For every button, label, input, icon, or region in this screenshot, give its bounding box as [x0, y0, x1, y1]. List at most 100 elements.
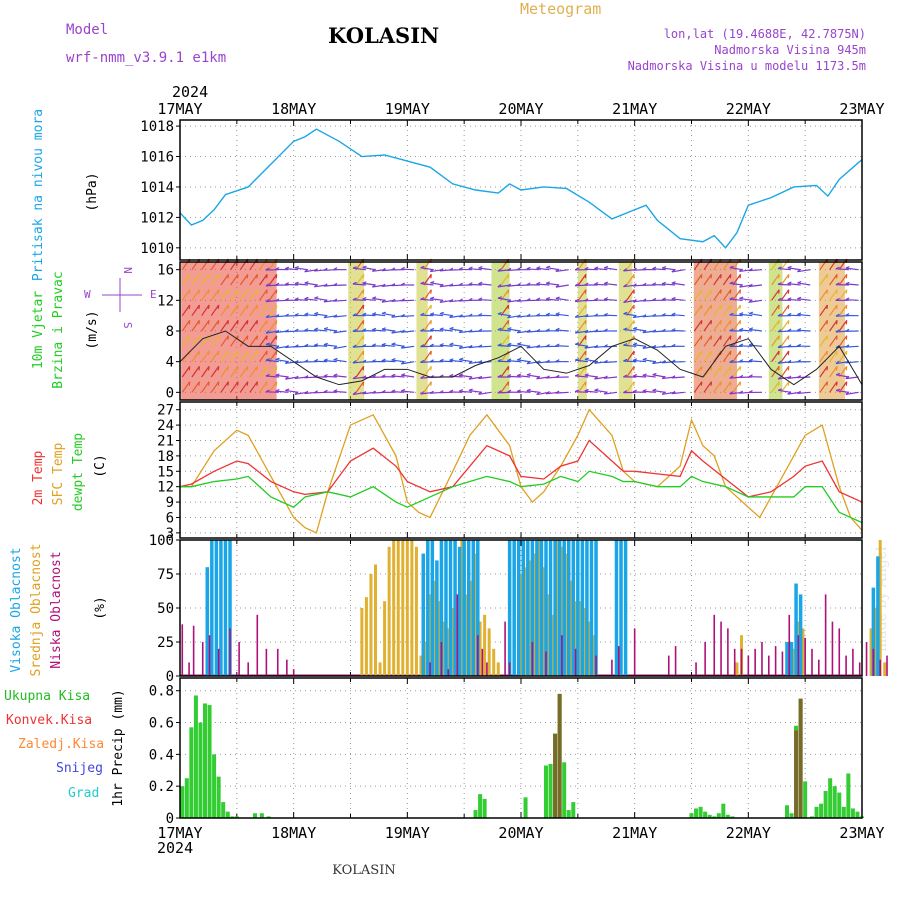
- low-cloud-bar: [477, 635, 479, 676]
- wind-arrow: [836, 269, 849, 270]
- mid-cloud-bar: [360, 608, 363, 676]
- low-cloud-bar: [818, 660, 820, 676]
- wind-ytick-label: 16: [157, 263, 174, 279]
- cloud-ylabel-low: Niska Oblacnost: [49, 551, 64, 668]
- low-cloud-bar: [193, 626, 195, 676]
- total-rain-bar: [212, 754, 216, 818]
- low-cloud-bar: [188, 662, 190, 676]
- mid-cloud-bar: [365, 597, 368, 676]
- time-label-top: 23MAY: [839, 100, 884, 118]
- wind-ylabel-unit: (m/s): [85, 310, 100, 349]
- low-cloud-bar: [611, 660, 613, 676]
- total-rain-bar: [833, 786, 837, 818]
- high-cloud-bar: [572, 540, 576, 676]
- low-cloud-bar: [266, 649, 268, 676]
- temperature-ytick-label: 21: [157, 433, 174, 449]
- total-rain-bar: [842, 807, 846, 818]
- temp-ylabel-sfc: SFC Temp: [51, 443, 66, 506]
- temperature-ytick-label: 27: [157, 403, 174, 419]
- total-rain-bar: [785, 805, 789, 818]
- cloud-ylabel-unit: (%): [93, 596, 108, 619]
- low-cloud-bar: [720, 622, 722, 676]
- total-rain-bar: [571, 802, 575, 818]
- high-cloud-bar: [615, 540, 619, 676]
- high-cloud-bar: [581, 540, 585, 676]
- time-label-top: 18MAY: [271, 100, 316, 118]
- lonlat-label: lon,lat (19.4688E, 42.7875N): [664, 27, 866, 41]
- wind-arrow: [295, 300, 308, 301]
- total-rain-bar: [549, 764, 553, 818]
- time-label-top: 20MAY: [498, 100, 543, 118]
- high-cloud-bar: [462, 540, 466, 676]
- high-cloud-bar: [799, 594, 803, 676]
- low-cloud-bar: [845, 656, 847, 676]
- precip-ytick-label: 0.4: [149, 747, 174, 763]
- low-cloud-bar: [545, 652, 547, 676]
- high-cloud-bar: [549, 540, 553, 676]
- high-cloud-bar: [553, 540, 557, 676]
- low-cloud-bar: [695, 662, 697, 676]
- total-rain-bar: [562, 762, 566, 818]
- total-rain-bar: [478, 794, 482, 818]
- wind-arrow: [662, 300, 675, 301]
- wind-arrow: [575, 392, 588, 393]
- wind-arrow: [372, 346, 385, 347]
- cloud-ylabel-mid: Srednja Oblacnost: [29, 543, 44, 676]
- wind-legend-south: S: [121, 322, 134, 329]
- total-rain-bar: [837, 793, 841, 818]
- low-cloud-bar: [838, 628, 840, 676]
- pressure-ytick-label: 1018: [140, 119, 174, 135]
- low-cloud-bar: [293, 669, 295, 676]
- total-rain-bar: [828, 778, 832, 818]
- model-label: Model: [66, 22, 108, 38]
- low-cloud-bar: [595, 656, 597, 676]
- total-rain-bar: [483, 799, 487, 818]
- wind-legend-west: W: [84, 288, 91, 301]
- low-cloud-bar: [482, 649, 484, 676]
- total-rain-bar: [474, 810, 478, 818]
- high-cloud-bar: [624, 540, 628, 676]
- high-cloud-bar: [517, 540, 521, 676]
- low-cloud-bar: [754, 649, 756, 676]
- low-cloud-bar: [286, 660, 288, 676]
- elevation-label: Nadmorska Visina 945m: [714, 43, 866, 57]
- high-cloud-bar: [562, 540, 566, 676]
- low-cloud-bar: [209, 635, 211, 676]
- time-label-top: 21MAY: [612, 100, 657, 118]
- total-rain-bar: [194, 696, 198, 819]
- total-rain-bar: [803, 781, 807, 818]
- low-cloud-bar: [668, 656, 670, 676]
- pressure-ylabel-main: Pritisak na nivou mora: [31, 109, 46, 281]
- low-cloud-bar: [561, 635, 563, 676]
- time-label-bottom: 22MAY: [726, 824, 771, 842]
- precip-ytick-label: 0.2: [149, 779, 174, 795]
- wind-arrow: [749, 361, 762, 362]
- wind-arrow: [739, 346, 752, 347]
- low-cloud-bar: [238, 642, 240, 676]
- wind-arrow: [469, 284, 482, 285]
- high-cloud-bar: [576, 540, 580, 676]
- wind-arrow: [478, 300, 491, 301]
- low-cloud-bar: [859, 662, 861, 676]
- high-cloud-bar: [449, 540, 453, 676]
- low-cloud-bar: [713, 615, 715, 676]
- low-cloud-bar: [277, 649, 279, 676]
- mid-cloud-bar: [401, 540, 404, 676]
- precip-ytick-label: 0.8: [149, 684, 174, 700]
- pressure-ytick-label: 1010: [140, 241, 174, 257]
- total-rain-bar: [567, 810, 571, 818]
- total-rain-bar: [217, 777, 221, 818]
- total-rain-bar: [851, 808, 855, 818]
- temperature-ytick-label: 18: [157, 449, 174, 465]
- low-cloud-bar: [675, 646, 677, 676]
- high-cloud-bar: [421, 554, 425, 676]
- low-cloud-bar: [634, 628, 636, 676]
- pressure-ytick-label: 1014: [140, 180, 174, 196]
- mid-cloud-bar: [410, 540, 413, 676]
- high-cloud-bar: [558, 540, 562, 676]
- wind-arrow: [401, 269, 414, 270]
- mid-cloud-bar: [392, 540, 395, 676]
- wind-ylabel-line1: 10m Vjetar: [31, 291, 46, 369]
- high-cloud-bar: [206, 567, 210, 676]
- low-cloud-bar: [761, 642, 763, 676]
